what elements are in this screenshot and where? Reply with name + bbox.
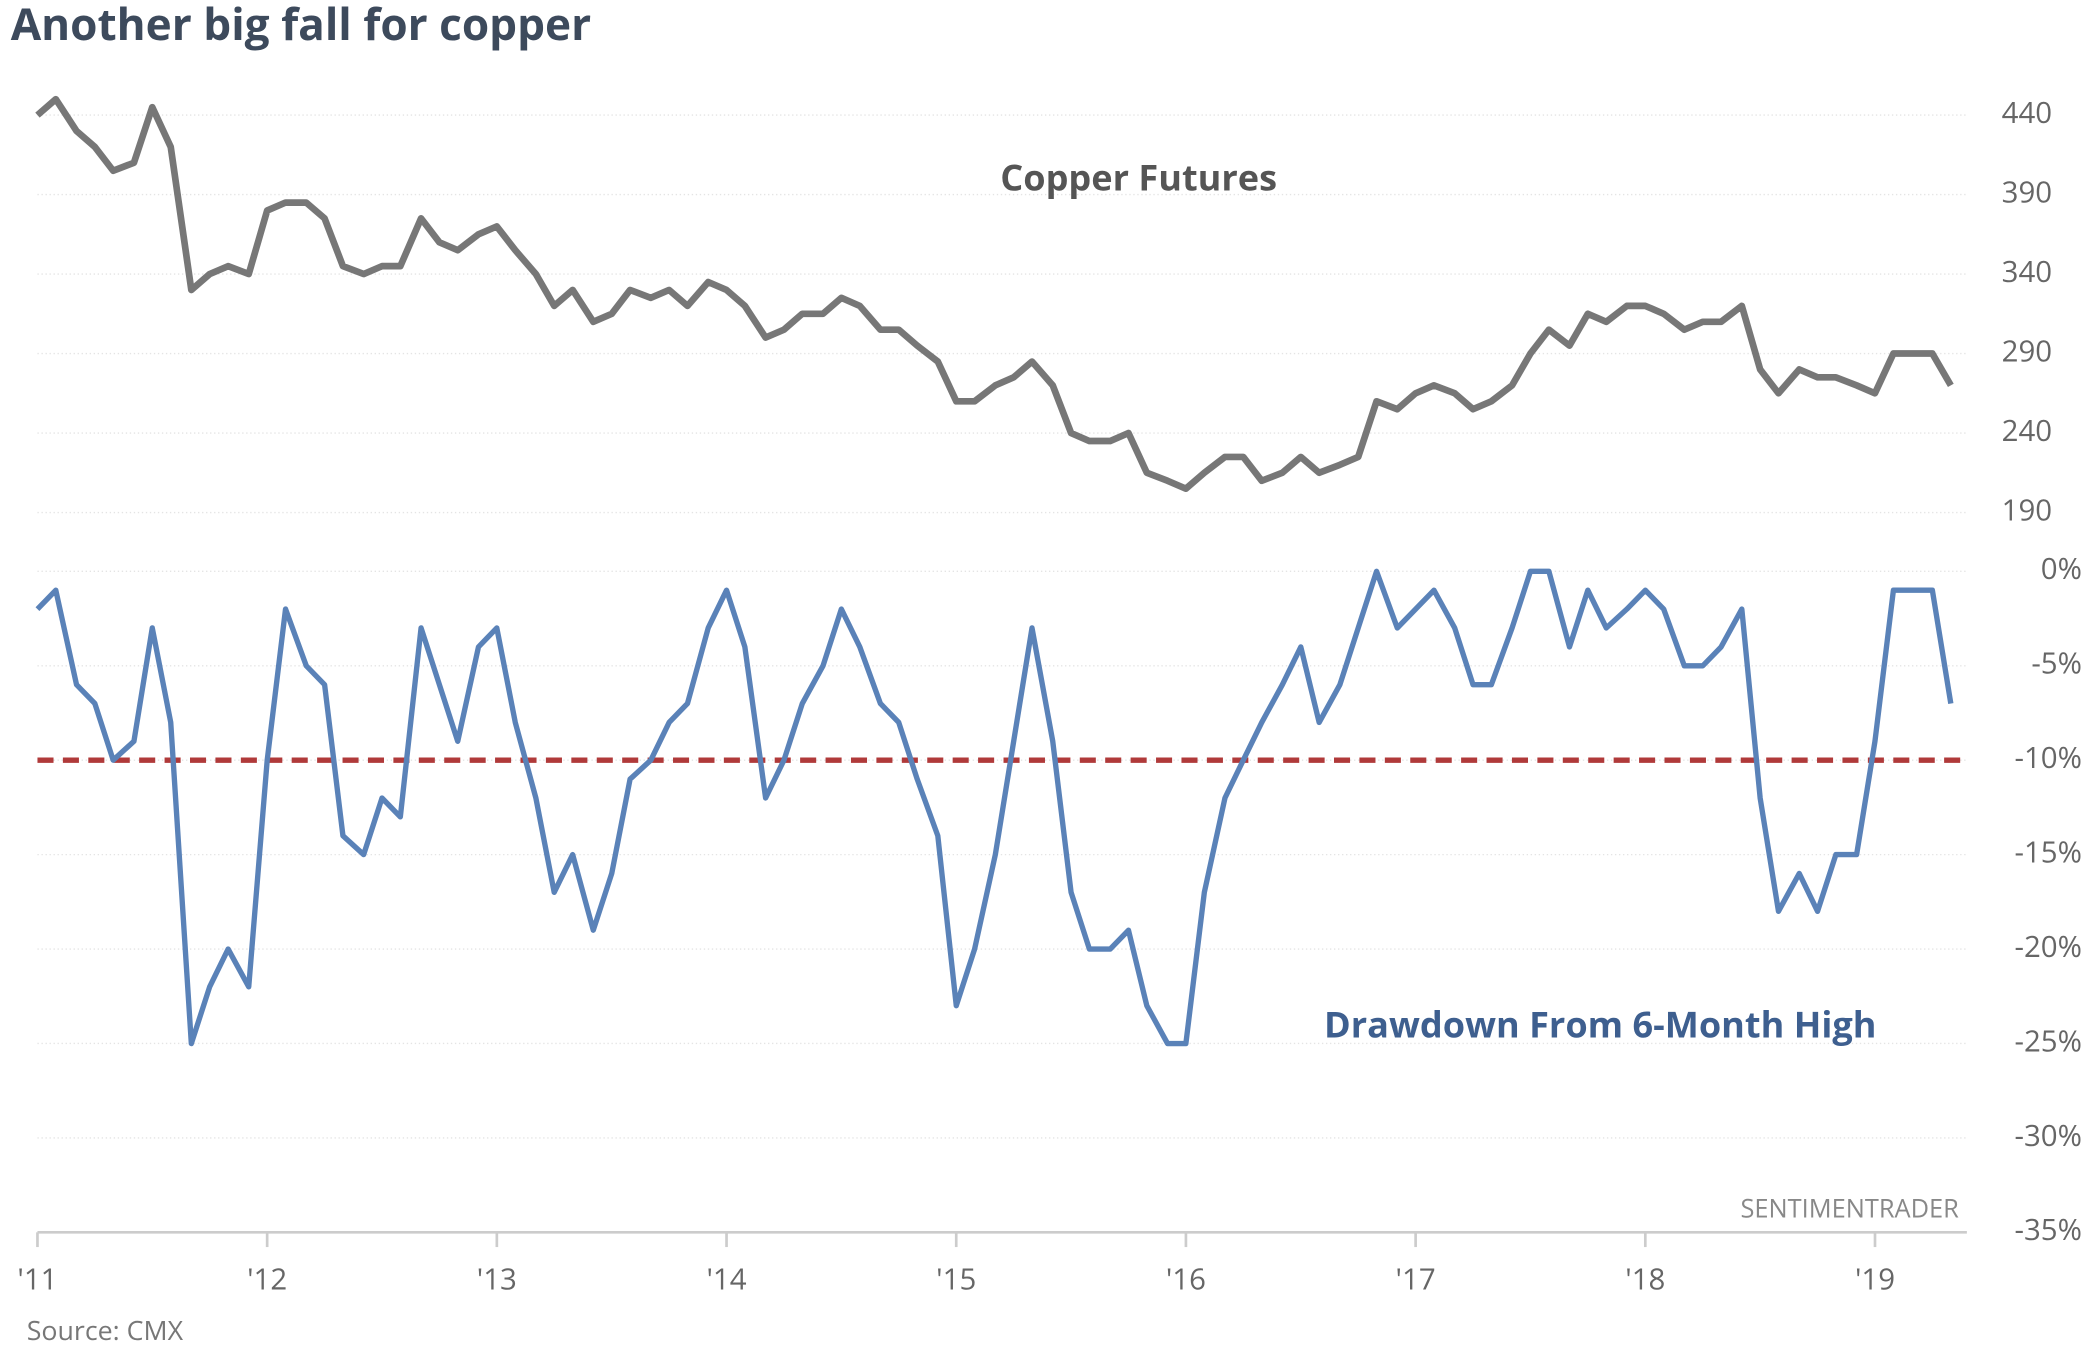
x-tick-label: '14 [706, 1259, 746, 1299]
y-tick-label: -5% [2031, 643, 2082, 683]
watermark: SENTIMENTRADER [1741, 1192, 1960, 1226]
chart-title: Another big fall for copper [11, 0, 591, 53]
y-tick-label: -35% [2015, 1209, 2082, 1249]
x-tick-label: '12 [247, 1259, 287, 1299]
y-tick-label: 240 [2002, 410, 2052, 450]
data-line [35, 568, 1954, 1047]
y-tick-label: -25% [2015, 1020, 2082, 1060]
y-tick-label: 290 [2002, 330, 2052, 370]
source: Source: CMX [27, 1311, 184, 1348]
x-tick-label: '19 [1855, 1259, 1895, 1299]
x-tick-label: '17 [1396, 1259, 1436, 1299]
y-tick-label: -30% [2015, 1115, 2082, 1155]
x-tick-label: '11 [17, 1259, 57, 1299]
y-tick-label: 0% [2041, 548, 2082, 588]
data-line [35, 95, 1954, 493]
y-tick-label: 190 [2002, 489, 2052, 529]
annotation: Copper Futures [1000, 151, 1277, 201]
y-tick-label: 340 [2002, 251, 2052, 291]
x-tick-label: '16 [1166, 1259, 1206, 1299]
x-tick-label: '13 [477, 1259, 517, 1299]
y-tick-label: 440 [2002, 92, 2052, 132]
x-tick-label: '15 [936, 1259, 976, 1299]
annotation: Drawdown From 6-Month High [1324, 998, 1876, 1048]
y-tick-label: -15% [2015, 832, 2082, 872]
y-tick-label: 390 [2002, 171, 2052, 211]
y-tick-label: -20% [2015, 926, 2082, 966]
y-tick-label: -10% [2015, 737, 2082, 777]
x-tick-label: '18 [1625, 1259, 1665, 1299]
